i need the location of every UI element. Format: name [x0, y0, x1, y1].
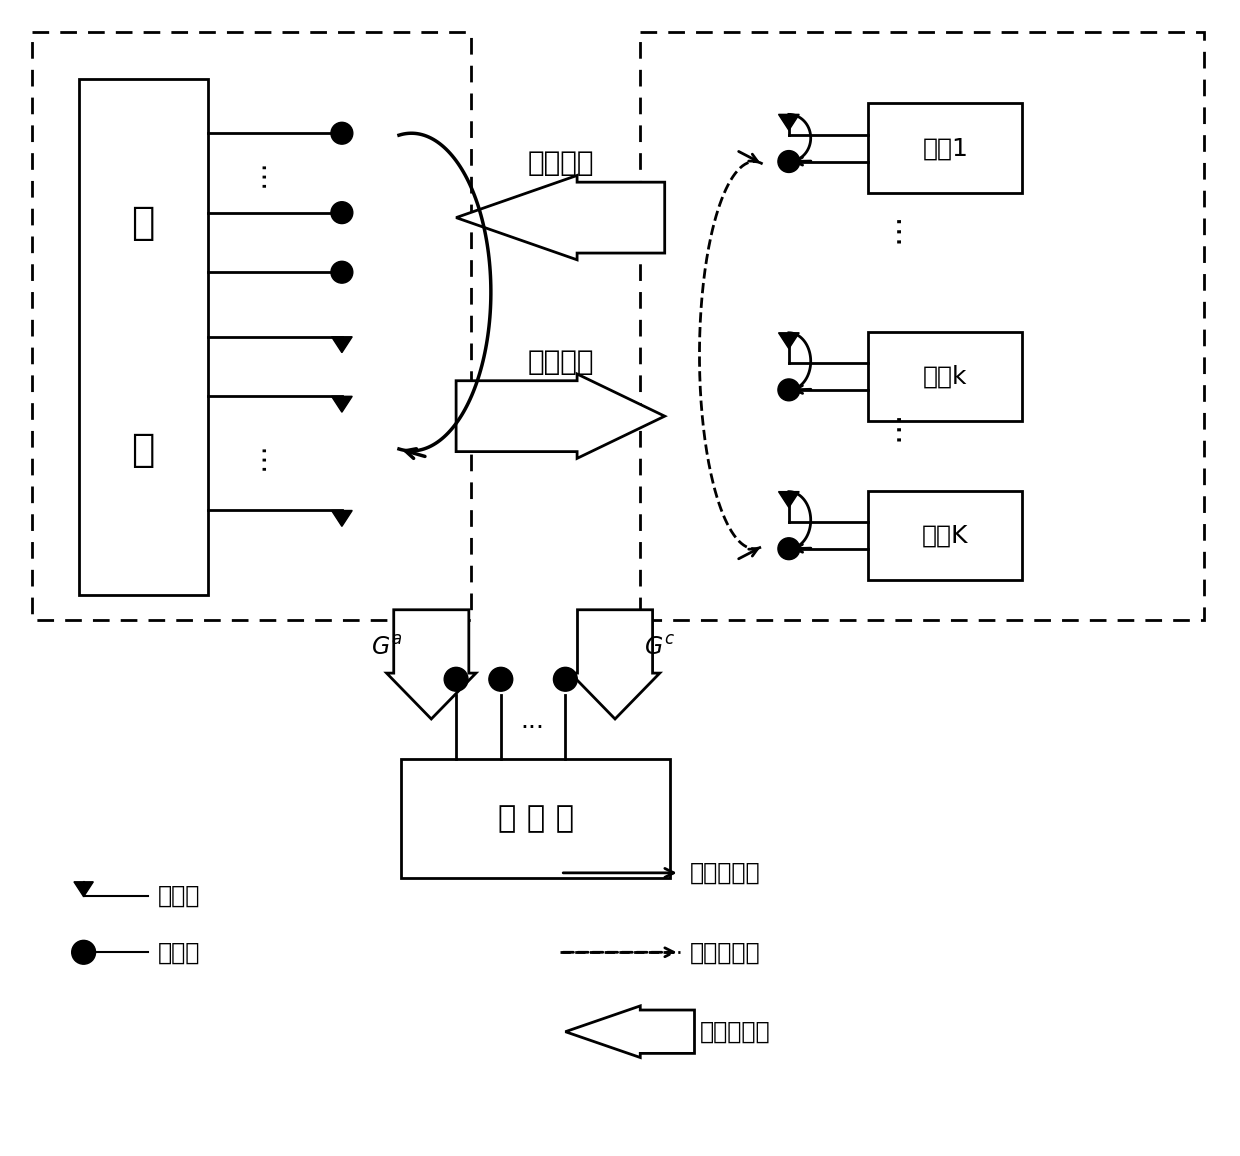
Circle shape	[553, 667, 578, 691]
Circle shape	[489, 667, 512, 691]
Bar	[32, 32, 471, 620]
Polygon shape	[331, 397, 352, 413]
Bar	[868, 332, 1022, 421]
Text: 用户1: 用户1	[923, 136, 968, 161]
Polygon shape	[331, 336, 352, 353]
Bar	[640, 32, 1204, 620]
Polygon shape	[456, 375, 665, 459]
Text: ⋯: ⋯	[248, 442, 277, 469]
Text: ⋯: ⋯	[248, 160, 277, 187]
Text: ...: ...	[521, 709, 544, 733]
Polygon shape	[779, 333, 800, 349]
Text: ⋯: ⋯	[884, 410, 913, 442]
Bar	[868, 490, 1022, 580]
Bar	[868, 103, 1022, 193]
Text: 下行链路: 下行链路	[527, 348, 594, 376]
Text: 站: 站	[131, 431, 155, 469]
Bar	[402, 758, 670, 877]
Text: 上行链路: 上行链路	[527, 149, 594, 177]
Text: 用户自干扰: 用户自干扰	[689, 861, 760, 884]
Text: 接收端: 接收端	[159, 940, 201, 964]
Circle shape	[331, 123, 353, 144]
Polygon shape	[331, 511, 352, 526]
Text: 用户互干扰: 用户互干扰	[689, 940, 760, 964]
Text: 用户K: 用户K	[923, 524, 968, 547]
Polygon shape	[570, 609, 660, 719]
Polygon shape	[565, 1006, 694, 1058]
Polygon shape	[779, 491, 800, 507]
Polygon shape	[74, 882, 93, 897]
Text: $G^a$: $G^a$	[371, 636, 402, 659]
Text: 基: 基	[131, 205, 155, 242]
Circle shape	[444, 667, 467, 691]
Text: 用户k: 用户k	[923, 364, 967, 388]
Text: 窃 听 器: 窃 听 器	[497, 803, 574, 832]
Polygon shape	[387, 609, 476, 719]
Circle shape	[331, 261, 353, 283]
Text: 基站自干扰: 基站自干扰	[699, 1020, 770, 1044]
Text: ⋯: ⋯	[884, 213, 913, 243]
Polygon shape	[779, 114, 800, 131]
Text: 发送端: 发送端	[159, 883, 201, 907]
Polygon shape	[456, 176, 665, 260]
Circle shape	[777, 379, 800, 401]
Circle shape	[331, 202, 353, 223]
Circle shape	[777, 538, 800, 560]
Circle shape	[72, 940, 95, 964]
Text: $G^c$: $G^c$	[645, 636, 675, 659]
Bar	[78, 79, 208, 595]
Circle shape	[777, 150, 800, 172]
